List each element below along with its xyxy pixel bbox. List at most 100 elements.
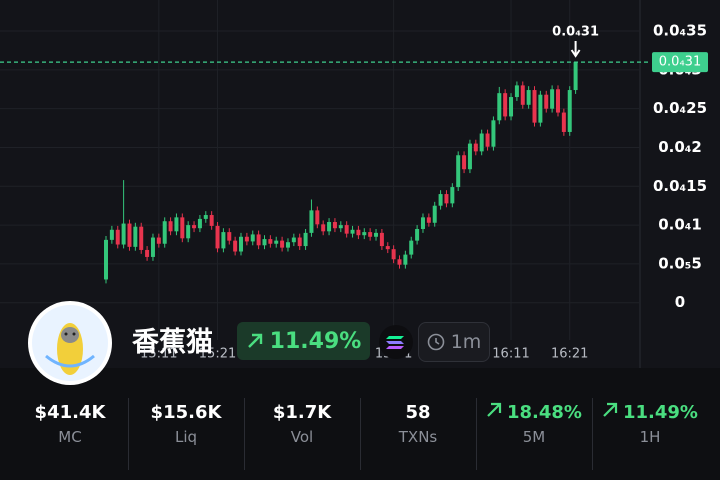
candle-body [168, 221, 173, 232]
up-arrow-icon [487, 402, 502, 417]
candle-body [285, 242, 290, 248]
candle-body [180, 217, 185, 239]
stat-number: 18.48% [507, 402, 582, 423]
candle-body [509, 97, 514, 117]
candle-body [150, 237, 155, 257]
candle-body [432, 205, 437, 223]
candle-body [462, 155, 467, 170]
candle-body [385, 246, 390, 250]
candle-body [397, 259, 402, 265]
candle-body [332, 222, 337, 229]
x-tick-label: 16:21 [551, 347, 588, 362]
chain-icon[interactable] [379, 325, 413, 359]
candle-body [485, 133, 490, 147]
candle-body [280, 240, 285, 248]
candle-body [250, 234, 255, 242]
stat: $1.7K Vol [244, 368, 360, 480]
candle-body [268, 239, 273, 244]
candle-body [532, 90, 537, 123]
candle-body [197, 218, 202, 229]
candle-body [262, 239, 267, 246]
candle-body [221, 232, 226, 249]
candle-body [127, 223, 132, 247]
stat-value: $15.6K [150, 402, 222, 423]
candle-body [115, 229, 120, 245]
y-tick-label: 0.0₄1 [658, 216, 702, 234]
stat-label: Liq [174, 428, 198, 446]
token-avatar[interactable] [28, 301, 112, 385]
candle-body [420, 217, 425, 229]
candle-body [403, 254, 408, 265]
candle-body [186, 225, 191, 239]
candle-body [327, 222, 332, 232]
stats-bar: $41.4K MC $15.6K Liq $1.7K Vol 58 TXNs 18.48% 5M 1… [0, 368, 720, 480]
y-tick-label: 0.0₄25 [653, 99, 707, 117]
stat: $41.4K MC [12, 368, 128, 480]
candle-body [239, 236, 244, 252]
candle-body [145, 249, 150, 257]
candle-body [362, 232, 367, 236]
candle-body [497, 93, 502, 121]
stat: 18.48% 5M [476, 368, 592, 480]
candle-body [162, 221, 167, 244]
candle-body [409, 240, 414, 255]
candle-body [374, 232, 379, 237]
candle-body [274, 240, 279, 244]
candle-body [350, 229, 355, 234]
solana-logo [386, 336, 404, 349]
y-tick-label: 0.0₄15 [653, 177, 707, 195]
candle-body [450, 187, 455, 204]
candle-body [297, 237, 302, 247]
price-tag [652, 52, 708, 73]
divider [128, 398, 129, 470]
candle-body [514, 85, 519, 98]
candle-body [391, 249, 396, 260]
candle-body [467, 143, 472, 170]
chart: 00.0₅50.0₄10.0₄150.0₄20.0₄250.0₄30.0₄351… [0, 0, 708, 368]
x-tick-label: 15:21 [199, 347, 236, 362]
candle-body [491, 120, 496, 147]
divider [476, 398, 477, 470]
candle-body [368, 232, 373, 237]
change-pill: 11.49% [237, 322, 370, 360]
stat-value: 58 [405, 402, 431, 423]
stat-value: 11.49% [592, 402, 708, 423]
y-tick-label: 0.0₄2 [658, 138, 702, 156]
candle-body [209, 215, 214, 226]
candle-body [344, 225, 349, 234]
stat-number: 11.49% [623, 402, 698, 423]
divider [244, 398, 245, 470]
candle-body [215, 225, 220, 249]
candle-body [174, 217, 179, 232]
stat: $15.6K Liq [128, 368, 244, 480]
candle-body [104, 239, 108, 280]
up-arrow-icon [247, 333, 262, 348]
candle-body [479, 133, 484, 152]
candle-body [526, 90, 531, 105]
candle-body [192, 225, 197, 229]
candle-body [244, 236, 249, 242]
candle-body [356, 229, 361, 236]
timeframe-button[interactable]: 1m [418, 322, 490, 362]
stat-label: Vol [290, 428, 314, 446]
candle-body [444, 194, 449, 204]
stat-value: $1.7K [272, 402, 332, 423]
candle-body [233, 240, 238, 252]
clock-icon [427, 333, 444, 351]
candle-body [321, 224, 326, 232]
stat-value: 18.48% [476, 402, 592, 423]
candle-body [555, 89, 560, 113]
divider [360, 398, 361, 470]
candle-body [538, 94, 543, 123]
candle-body [503, 93, 508, 117]
y-tick-label: 0.0₅5 [658, 254, 702, 272]
candle-body [438, 194, 443, 206]
candle-body [315, 210, 320, 225]
avatar-art [32, 305, 108, 381]
candle-body [133, 226, 138, 247]
timeframe-label: 1m [450, 331, 482, 353]
candle-body [379, 232, 384, 247]
stat: 11.49% 1H [592, 368, 708, 480]
candle-body [456, 155, 461, 188]
